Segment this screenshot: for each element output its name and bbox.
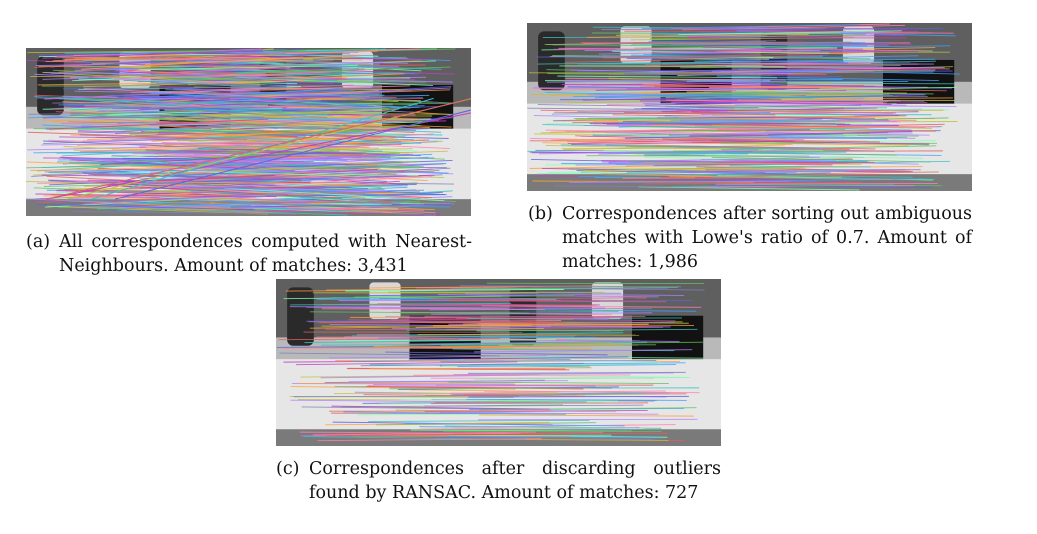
image-panel-c <box>276 279 721 446</box>
match-overlay-b <box>527 23 972 191</box>
caption-b: (b) Correspondences after sorting out am… <box>528 202 972 274</box>
caption-text-a: All correspondences computed with Neares… <box>59 232 472 276</box>
caption-text-c: Correspondences after discarding outlier… <box>309 459 721 503</box>
caption-text-b: Correspondences after sorting out ambigu… <box>562 204 972 272</box>
caption-tag-c: (c) <box>276 459 300 479</box>
caption-tag-b: (b) <box>528 204 553 224</box>
caption-c: (c) Correspondences after discarding out… <box>276 457 721 505</box>
match-overlay-c <box>276 279 721 446</box>
caption-a: (a) All correspondences computed with Ne… <box>26 230 472 278</box>
match-overlay-a <box>26 48 471 216</box>
image-panel-a <box>26 48 471 216</box>
image-panel-b <box>527 23 972 191</box>
caption-tag-a: (a) <box>26 232 51 252</box>
